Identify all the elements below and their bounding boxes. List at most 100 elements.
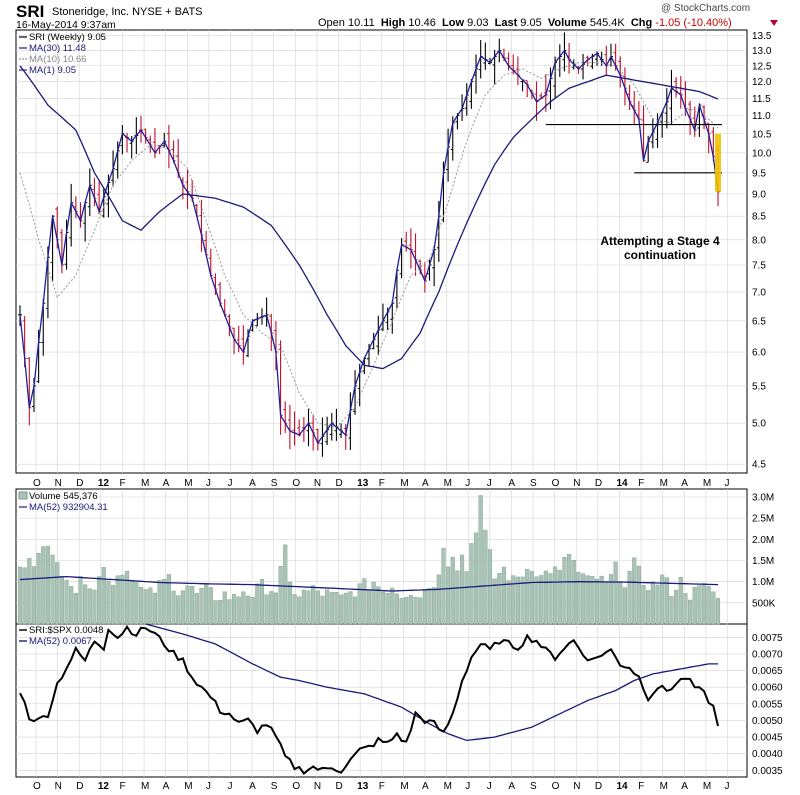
price-x-tick-label: 12 — [98, 478, 110, 489]
open-label: Open — [318, 17, 345, 29]
annotation-line: Attempting a Stage 4 — [600, 234, 720, 248]
price-tick-label: 13.0 — [752, 46, 772, 57]
volume-bar — [618, 582, 623, 625]
ratio-tick-label: 0.0035 — [752, 766, 783, 777]
volume-bar — [697, 585, 702, 625]
volume-bar — [376, 586, 381, 625]
ratio-x-tick-label: D — [595, 781, 602, 792]
volume-bar — [701, 583, 707, 625]
price-legend-entry: MA(10) 10.66 — [29, 54, 87, 65]
price-x-tick-label: J — [227, 478, 232, 489]
price-tick-label: 10.0 — [752, 148, 772, 159]
ratio-x-tick-label: M — [184, 781, 192, 792]
ratio-x-tick-label: A — [681, 781, 688, 792]
volume-bar — [180, 590, 185, 625]
volume-bar — [78, 576, 83, 625]
volume-bar — [27, 558, 32, 625]
price-x-tick-label: J — [725, 478, 730, 489]
volume-bar — [473, 532, 479, 625]
volume-bar — [553, 566, 558, 625]
volume-legend-entry: MA(52) 932904.31 — [29, 502, 108, 513]
ratio-tick-label: 0.0075 — [752, 633, 783, 644]
open-value: 10.11 — [347, 17, 375, 29]
volume-bar — [432, 587, 437, 625]
ratio-x-tick-label: A — [422, 781, 429, 792]
chg-value: -1.05 (-10.40%) — [655, 17, 732, 29]
ratio-x-tick-label: O — [552, 781, 560, 792]
price-x-tick-label: A — [422, 478, 429, 489]
volume-bar — [297, 596, 302, 625]
volume-bar — [115, 575, 120, 625]
ratio-x-tick-label: F — [638, 781, 644, 792]
price-tick-label: 7.5 — [752, 260, 766, 271]
price-x-tick-label: M — [444, 478, 452, 489]
quote-summary: Open 10.11 High 10.46 Low 9.03 Last 9.05… — [318, 17, 732, 29]
volume-bar — [627, 570, 632, 625]
volume-bar — [539, 575, 544, 625]
ratio-x-tick-label: M — [141, 781, 149, 792]
volume-bar — [594, 578, 600, 625]
price-x-tick-label: D — [76, 478, 83, 489]
volume-bar — [571, 560, 576, 625]
price-legend-entry: MA(30) 11.48 — [29, 43, 86, 54]
volume-bar — [511, 575, 516, 625]
volume-bar — [385, 593, 390, 625]
volume-bar — [320, 595, 325, 625]
volume-bar — [674, 589, 679, 625]
volume-bar — [236, 596, 241, 625]
ratio-x-tick-label: N — [55, 781, 62, 792]
volume-bar — [36, 553, 41, 625]
volume-bar — [339, 594, 344, 625]
ratio-x-tick-label: N — [314, 781, 321, 792]
price-tick-label: 7.0 — [752, 287, 766, 298]
company-name: Stoneridge, Inc. NYSE + BATS — [52, 6, 203, 18]
price-tick-label: 5.0 — [752, 419, 766, 430]
volume-tick-label: 500K — [752, 598, 776, 609]
price-x-tick-label: O — [292, 478, 300, 489]
price-x-tick-label: S — [271, 478, 278, 489]
price-x-tick-label: 13 — [357, 478, 369, 489]
ratio-x-tick-label: J — [725, 781, 730, 792]
volume-bar — [306, 590, 311, 625]
highlight-box — [715, 133, 721, 192]
volume-value: 545.4K — [589, 17, 625, 29]
ratio-tick-label: 0.0050 — [752, 716, 783, 727]
volume-bar — [599, 575, 604, 625]
volume-bar — [567, 553, 572, 625]
price-legend-entry: SRI (Weekly) 9.05 — [29, 32, 106, 43]
volume-bar — [176, 595, 181, 625]
volume-bar — [580, 573, 586, 625]
price-x-tick-label: M — [400, 478, 408, 489]
volume-bar — [711, 591, 716, 625]
low-label: Low — [442, 17, 464, 29]
volume-bar — [357, 583, 362, 625]
chg-label: Chg — [630, 17, 653, 29]
volume-bar — [492, 578, 497, 625]
ratio-x-tick-label: S — [530, 781, 537, 792]
ratio-tick-label: 0.0070 — [752, 649, 783, 660]
volume-bar — [292, 594, 297, 625]
volume-bar — [650, 581, 655, 625]
price-x-tick-label: M — [141, 478, 149, 489]
volume-tick-label: 2.0M — [752, 535, 774, 546]
price-x-tick-label: D — [336, 478, 343, 489]
volume-bar — [311, 585, 316, 625]
volume-bar — [273, 592, 278, 625]
volume-bar — [450, 556, 455, 625]
volume-bar — [613, 561, 618, 625]
volume-bar — [143, 589, 148, 625]
volume-bar — [413, 596, 418, 625]
down-arrow-icon — [770, 20, 778, 26]
price-x-tick-label: S — [530, 478, 537, 489]
volume-bar — [250, 596, 255, 625]
price-x-tick-label: N — [55, 478, 62, 489]
volume-bar — [404, 596, 409, 625]
price-tick-label: 11.0 — [752, 111, 771, 122]
price-x-tick-label: N — [573, 478, 580, 489]
volume-bar — [227, 599, 232, 625]
ratio-x-tick-label: F — [379, 781, 385, 792]
volume-bar — [585, 575, 590, 625]
volume-bar — [83, 584, 88, 625]
price-tick-label: 11.5 — [752, 94, 771, 105]
volume-bar — [50, 554, 55, 625]
